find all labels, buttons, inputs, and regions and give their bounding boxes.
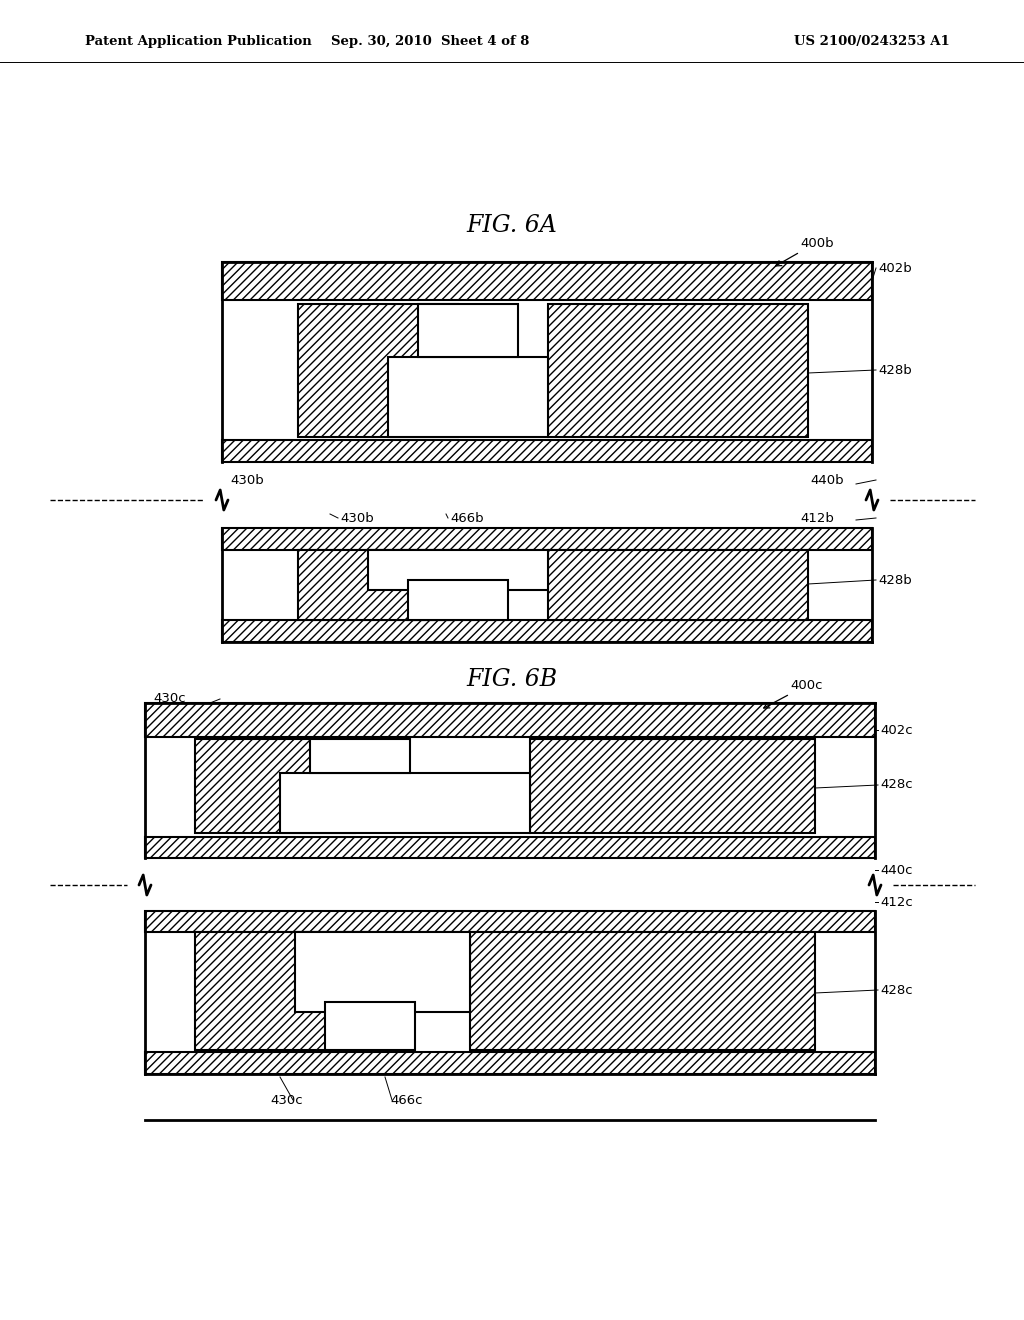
Text: 428b: 428b <box>878 363 911 376</box>
Bar <box>388 356 548 437</box>
Text: 412b: 412b <box>800 511 834 524</box>
Bar <box>548 550 808 620</box>
Bar <box>145 911 874 932</box>
Text: 428c: 428c <box>880 779 912 792</box>
Bar <box>280 774 530 833</box>
Bar <box>145 704 874 737</box>
Bar <box>408 579 508 620</box>
Text: 412c: 412c <box>880 895 912 908</box>
Text: US 2100/0243253 A1: US 2100/0243253 A1 <box>795 36 950 49</box>
Bar <box>418 304 518 356</box>
Text: 400c: 400c <box>790 678 822 692</box>
Bar <box>310 739 410 774</box>
Text: FIG. 6B: FIG. 6B <box>467 668 557 692</box>
Text: 440b: 440b <box>810 474 844 487</box>
Bar <box>195 739 355 833</box>
Text: 466c: 466c <box>390 1093 423 1106</box>
Bar <box>195 932 370 1049</box>
Text: 466c: 466c <box>355 796 387 808</box>
Bar <box>222 620 872 642</box>
Bar <box>470 932 815 1049</box>
Text: 430b: 430b <box>340 511 374 524</box>
Bar <box>222 550 872 620</box>
Bar <box>530 739 815 833</box>
Bar <box>145 1052 874 1074</box>
Bar <box>145 737 874 837</box>
Bar <box>295 932 470 1012</box>
Bar <box>298 550 453 620</box>
Bar <box>222 300 872 440</box>
Bar <box>222 261 872 300</box>
Text: 428b: 428b <box>878 573 911 586</box>
Text: 400b: 400b <box>800 238 834 249</box>
Bar <box>145 932 874 1052</box>
Text: 466b: 466b <box>424 376 458 389</box>
Bar <box>145 837 874 858</box>
Text: 430c: 430c <box>270 1093 303 1106</box>
Text: 428c: 428c <box>880 983 912 997</box>
Text: 466b: 466b <box>450 511 483 524</box>
Text: 430b: 430b <box>230 474 264 487</box>
Text: FIG. 6A: FIG. 6A <box>467 214 557 236</box>
Text: 430c: 430c <box>153 693 185 705</box>
Text: Sep. 30, 2010  Sheet 4 of 8: Sep. 30, 2010 Sheet 4 of 8 <box>331 36 529 49</box>
Bar <box>222 440 872 462</box>
Bar <box>325 1002 415 1049</box>
Text: Patent Application Publication: Patent Application Publication <box>85 36 311 49</box>
Bar <box>548 304 808 437</box>
Text: 402c: 402c <box>880 723 912 737</box>
Bar <box>298 304 458 437</box>
Text: 402b: 402b <box>878 261 911 275</box>
Bar <box>368 550 548 590</box>
Bar <box>222 528 872 550</box>
Text: 440c: 440c <box>880 863 912 876</box>
